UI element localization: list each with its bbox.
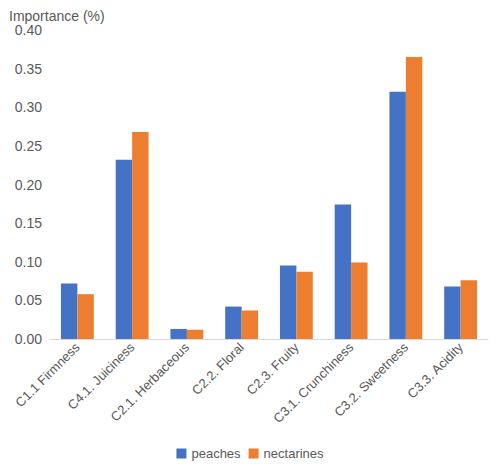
svg-text:nectarines: nectarines (264, 446, 324, 461)
svg-text:peaches: peaches (191, 446, 241, 461)
svg-text:0.20: 0.20 (15, 177, 42, 193)
svg-text:0.30: 0.30 (15, 99, 42, 115)
svg-text:C1.1 Firmness: C1.1 Firmness (12, 339, 83, 410)
svg-text:C2.1. Herbaceous: C2.1. Herbaceous (108, 339, 193, 424)
svg-text:0.40: 0.40 (15, 22, 42, 38)
svg-text:C4.1. Juiciness: C4.1. Juiciness (64, 339, 138, 413)
svg-text:C3.1. Crunchiness: C3.1. Crunchiness (270, 339, 357, 426)
svg-text:0.15: 0.15 (15, 215, 42, 231)
svg-text:C2.3. Fruity: C2.3. Fruity (244, 339, 302, 397)
svg-text:0.05: 0.05 (15, 292, 42, 308)
svg-text:C3.2. Sweetness: C3.2. Sweetness (331, 339, 411, 419)
svg-text:0.10: 0.10 (15, 254, 42, 270)
svg-text:0.25: 0.25 (15, 138, 42, 154)
svg-text:Importance (%): Importance (%) (9, 8, 105, 24)
svg-text:C2.2. Floral: C2.2. Floral (189, 340, 247, 398)
svg-text:0.35: 0.35 (15, 61, 42, 77)
svg-text:C3.3. Acidity: C3.3. Acidity (404, 339, 466, 401)
svg-text:0.00: 0.00 (15, 331, 42, 347)
